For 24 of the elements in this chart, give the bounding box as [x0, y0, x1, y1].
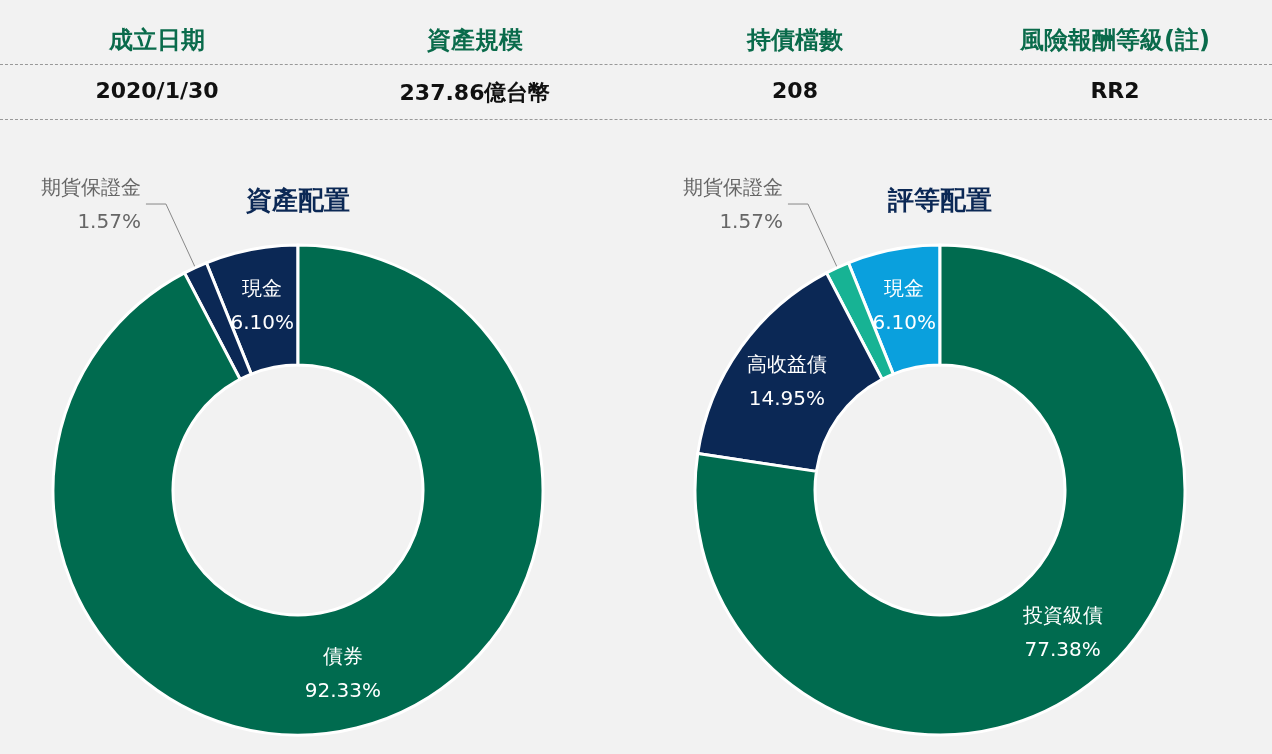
slice-label: 債券	[322, 643, 363, 668]
text: RR2	[1089, 78, 1141, 103]
slice-label: 現金	[242, 276, 283, 301]
data-label: 6.10%	[230, 310, 294, 335]
data-label: 92.33%	[304, 677, 381, 702]
slice-label: 期貨保證金	[682, 175, 783, 200]
data-label: 14.95%	[748, 385, 826, 410]
text: 237.86億台幣	[398, 79, 552, 107]
slice-label: 投資級債	[1021, 603, 1103, 628]
data-label: 1.57%	[77, 209, 141, 234]
category-label: 風險報酬等級(註)	[1019, 25, 1211, 56]
data-label: 1.57%	[719, 209, 783, 234]
text: 208	[771, 78, 819, 103]
category-label: 持債檔數	[745, 25, 844, 56]
text: 2020/1/30	[94, 78, 220, 103]
chart-title: 資產配置	[245, 185, 350, 215]
data-label: 6.10%	[872, 310, 936, 335]
slice-label: 期貨保證金	[40, 175, 141, 200]
chart-title: 評等配置	[887, 185, 992, 215]
slice-label: 現金	[884, 276, 925, 301]
category-label: 成立日期	[108, 25, 206, 56]
slice-label: 高收益債	[746, 351, 827, 376]
category-label: 資產規模	[426, 25, 524, 56]
data-label: 77.38%	[1024, 637, 1101, 662]
